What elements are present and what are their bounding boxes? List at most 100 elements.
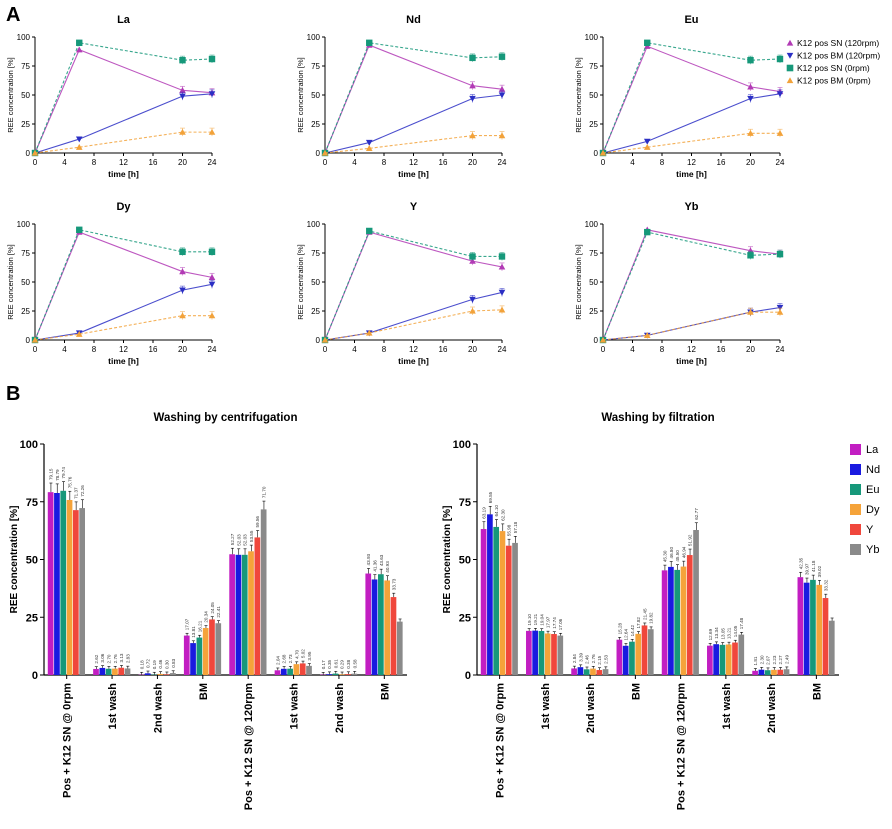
data-point xyxy=(747,83,754,90)
bar-La xyxy=(480,529,487,675)
bar-value-label: 2.76 xyxy=(591,654,596,663)
bar-Eu xyxy=(241,554,248,675)
bar-value-label: 17.07 xyxy=(185,618,190,630)
bar-value-label: 2.73 xyxy=(288,654,293,663)
x-tick-label: 20 xyxy=(468,345,477,354)
x-tick-label: 8 xyxy=(92,158,97,167)
panel-a-legend: K12 pos SN (120rpm) K12 pos BM (120rpm) K1… xyxy=(786,38,880,86)
data-point xyxy=(498,289,506,296)
legend-swatch-Y xyxy=(850,524,861,535)
x-tick-label: 24 xyxy=(208,158,217,167)
data-point xyxy=(321,149,329,156)
y-tick-label: 50 xyxy=(311,91,320,100)
bar-value-label: 62.30 xyxy=(500,509,505,521)
bar-value-label: 14.42 xyxy=(630,624,635,636)
x-tick-label: 16 xyxy=(717,345,726,354)
bar-value-label: 41.36 xyxy=(372,560,377,572)
bar-Eu xyxy=(583,669,590,675)
y-tick-label: 25 xyxy=(589,120,598,129)
series-line-0 xyxy=(34,49,213,154)
bar-Eu xyxy=(493,526,500,675)
bar-value-label: 2.53 xyxy=(603,654,608,663)
bar-Nd xyxy=(713,644,719,675)
y-tick-label: 25 xyxy=(589,307,598,316)
bar-Y xyxy=(118,667,125,675)
bar-Nd xyxy=(532,630,538,675)
series-line-0 xyxy=(602,229,781,341)
bar-Dy xyxy=(499,531,506,675)
legend-label-Yb: Yb xyxy=(866,544,879,556)
data-point xyxy=(747,252,754,259)
data-point xyxy=(643,138,651,145)
bar-Yb xyxy=(693,530,699,675)
data-point xyxy=(31,149,39,156)
line-chart-Eu: Eu 0 25 50 75 100 0 4 8 12 16 20 24 time [h] REE conce… xyxy=(574,14,785,179)
bar-value-label: 13.81 xyxy=(191,626,196,638)
bar-value-label: 39.97 xyxy=(805,563,810,575)
bar-Yb xyxy=(512,542,518,675)
x-tick-label: 8 xyxy=(92,345,97,354)
bar-Nd xyxy=(54,492,60,675)
data-point xyxy=(469,54,476,62)
data-point xyxy=(76,226,83,233)
chart-title: Eu xyxy=(684,14,698,26)
chart-title: Washing by centrifugation xyxy=(154,412,298,424)
bar-value-label: 45.30 xyxy=(663,550,668,562)
y-tick-label: 75 xyxy=(589,62,598,71)
x-tick-label: 2nd wash xyxy=(334,683,346,733)
y-tick-label: 100 xyxy=(585,220,599,229)
bar-Y xyxy=(254,537,261,675)
bar-value-label: 53.55 xyxy=(249,530,254,542)
y-tick-label: 0 xyxy=(32,670,38,682)
x-tick-label: 20 xyxy=(178,345,187,354)
bar-value-label: 2.04 xyxy=(275,656,280,665)
bar-value-label: 0.61 xyxy=(333,659,338,668)
series-line-0 xyxy=(324,44,503,154)
data-point xyxy=(644,39,651,46)
bar-value-label: 57.18 xyxy=(513,521,518,533)
y-axis-label: REE concentration [%] xyxy=(574,244,583,319)
data-point xyxy=(776,91,784,98)
bar-Y xyxy=(209,619,215,675)
bar-Eu xyxy=(105,668,112,675)
legend-swatch-La xyxy=(850,444,861,455)
data-point xyxy=(498,53,506,60)
legend-label-1: K12 pos BM (120rpm) xyxy=(797,51,880,61)
data-point xyxy=(208,281,216,288)
x-tick-label: 24 xyxy=(498,158,507,167)
data-point xyxy=(365,139,373,146)
y-tick-label: 75 xyxy=(311,249,320,258)
bar-Eu xyxy=(674,569,681,675)
data-point xyxy=(469,257,476,264)
x-tick-label: 1st wash xyxy=(107,683,119,730)
bar-Dy xyxy=(680,566,687,675)
bar-Eu xyxy=(60,490,67,675)
bar-value-label: 2.84 xyxy=(572,654,577,663)
bar-value-label: 45.50 xyxy=(675,550,680,562)
bar-value-label: 17.97 xyxy=(546,616,551,628)
data-point xyxy=(498,132,506,139)
data-point xyxy=(747,247,754,254)
y-tick-label: 100 xyxy=(585,33,599,42)
bar-Nd xyxy=(280,668,287,675)
line-chart-La: La 0 25 50 75 100 0 4 8 12 16 20 24 time [h] REE conce… xyxy=(6,14,217,179)
data-point xyxy=(469,95,476,102)
y-tick-label: 100 xyxy=(17,33,31,42)
series-line-2 xyxy=(602,231,781,341)
bar-Nd xyxy=(487,514,493,675)
bar-value-label: 64.10 xyxy=(494,505,499,517)
data-point xyxy=(208,91,216,98)
bar-value-label: 16.21 xyxy=(197,620,202,632)
bar-La xyxy=(183,635,190,675)
legend-swatch-Yb xyxy=(850,544,861,555)
bar-value-label: 14.05 xyxy=(733,625,738,637)
panel-b-legend: La Nd Eu Dy Y Yb xyxy=(850,444,880,556)
x-tick-label: 20 xyxy=(468,158,477,167)
data-point xyxy=(179,248,186,256)
bar-value-label: 0.72 xyxy=(146,659,151,668)
bar-Nd xyxy=(758,669,765,675)
y-tick-label: 0 xyxy=(316,336,321,345)
chart-title: Yb xyxy=(684,201,698,213)
series-line-1 xyxy=(602,306,781,341)
bar-Yb xyxy=(396,621,403,675)
